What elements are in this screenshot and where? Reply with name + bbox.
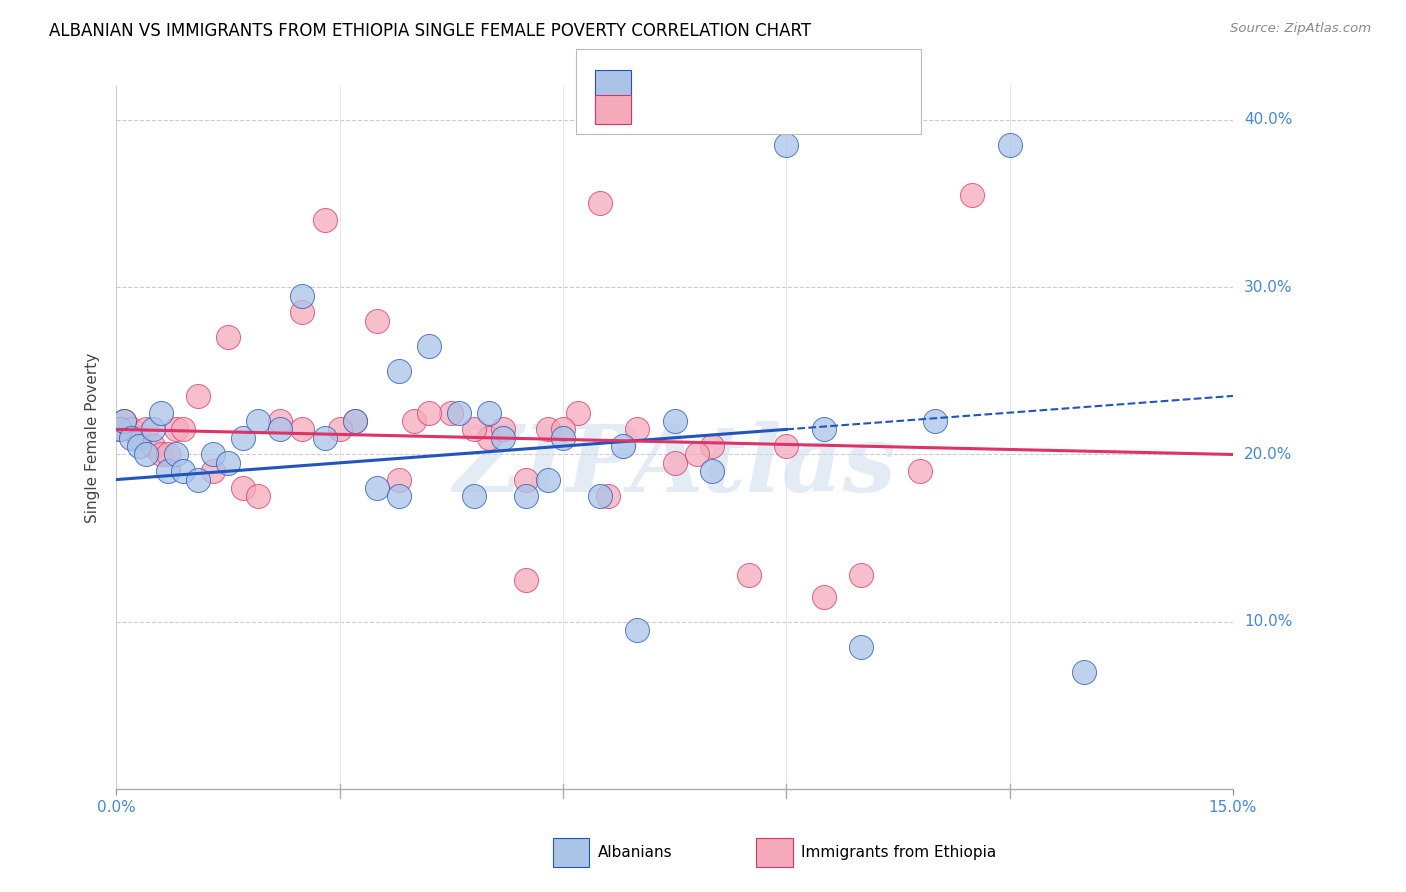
Point bbox=[440, 406, 463, 420]
Point bbox=[112, 414, 135, 428]
Point bbox=[567, 406, 589, 420]
Point bbox=[551, 422, 574, 436]
Point bbox=[849, 568, 872, 582]
Point bbox=[343, 414, 366, 428]
Point bbox=[157, 464, 180, 478]
Point bbox=[388, 489, 411, 503]
Text: 30.0%: 30.0% bbox=[1244, 280, 1292, 294]
Point bbox=[515, 473, 537, 487]
Point bbox=[775, 439, 797, 453]
Point bbox=[463, 489, 485, 503]
Point bbox=[157, 448, 180, 462]
Point bbox=[172, 464, 194, 478]
Point bbox=[366, 313, 388, 327]
Point bbox=[165, 448, 187, 462]
Point bbox=[849, 640, 872, 654]
Text: 10.0%: 10.0% bbox=[1244, 615, 1292, 630]
Point bbox=[998, 137, 1021, 152]
Point bbox=[492, 422, 515, 436]
Point bbox=[187, 473, 209, 487]
Point bbox=[492, 431, 515, 445]
Point bbox=[962, 188, 984, 202]
Point bbox=[596, 489, 619, 503]
Point bbox=[232, 481, 254, 495]
Point bbox=[187, 389, 209, 403]
Point bbox=[108, 422, 131, 436]
Point bbox=[537, 473, 560, 487]
Point bbox=[388, 473, 411, 487]
Point bbox=[515, 573, 537, 587]
Point bbox=[291, 288, 314, 302]
Point bbox=[246, 414, 269, 428]
Point bbox=[447, 406, 470, 420]
Point bbox=[120, 431, 142, 445]
Point bbox=[172, 422, 194, 436]
Point bbox=[1073, 665, 1095, 679]
Point bbox=[108, 422, 131, 436]
Point bbox=[142, 439, 165, 453]
Point bbox=[813, 590, 835, 604]
Point bbox=[165, 422, 187, 436]
Text: R = -0.027    N =  46: R = -0.027 N = 46 bbox=[640, 103, 807, 117]
Point bbox=[128, 439, 150, 453]
Point bbox=[700, 439, 723, 453]
Point bbox=[202, 448, 225, 462]
Point bbox=[232, 431, 254, 445]
Point bbox=[291, 422, 314, 436]
Text: Albanians: Albanians bbox=[598, 846, 672, 860]
Point bbox=[738, 568, 761, 582]
Point bbox=[551, 431, 574, 445]
Point bbox=[388, 364, 411, 378]
Point bbox=[664, 456, 686, 470]
Point bbox=[910, 464, 932, 478]
Point bbox=[664, 414, 686, 428]
Point bbox=[612, 439, 634, 453]
Point bbox=[537, 422, 560, 436]
Point bbox=[418, 406, 440, 420]
Point bbox=[149, 406, 172, 420]
Point bbox=[626, 623, 648, 637]
Y-axis label: Single Female Poverty: Single Female Poverty bbox=[86, 352, 100, 523]
Point bbox=[515, 489, 537, 503]
Point bbox=[343, 414, 366, 428]
Text: R =  0.086    N =  41: R = 0.086 N = 41 bbox=[640, 76, 807, 90]
Point bbox=[291, 305, 314, 319]
Point bbox=[217, 456, 239, 470]
Point bbox=[626, 422, 648, 436]
Point bbox=[477, 431, 499, 445]
Point bbox=[135, 448, 157, 462]
Point bbox=[402, 414, 425, 428]
Point bbox=[366, 481, 388, 495]
Text: 40.0%: 40.0% bbox=[1244, 112, 1292, 128]
Text: ALBANIAN VS IMMIGRANTS FROM ETHIOPIA SINGLE FEMALE POVERTY CORRELATION CHART: ALBANIAN VS IMMIGRANTS FROM ETHIOPIA SIN… bbox=[49, 22, 811, 40]
Point bbox=[314, 213, 336, 227]
Text: Source: ZipAtlas.com: Source: ZipAtlas.com bbox=[1230, 22, 1371, 36]
Point bbox=[120, 422, 142, 436]
Text: 20.0%: 20.0% bbox=[1244, 447, 1292, 462]
Point bbox=[463, 422, 485, 436]
Point bbox=[329, 422, 352, 436]
Point bbox=[589, 196, 612, 211]
Point bbox=[700, 464, 723, 478]
Point bbox=[813, 422, 835, 436]
Point bbox=[149, 448, 172, 462]
Text: Immigrants from Ethiopia: Immigrants from Ethiopia bbox=[801, 846, 997, 860]
Point bbox=[112, 414, 135, 428]
Point bbox=[269, 414, 291, 428]
Point bbox=[142, 422, 165, 436]
Point bbox=[775, 137, 797, 152]
Point bbox=[924, 414, 946, 428]
Point bbox=[246, 489, 269, 503]
Point bbox=[135, 422, 157, 436]
Point bbox=[269, 422, 291, 436]
Point bbox=[477, 406, 499, 420]
Point bbox=[217, 330, 239, 344]
Point bbox=[128, 431, 150, 445]
Point bbox=[589, 489, 612, 503]
Point bbox=[202, 464, 225, 478]
Text: ZIPAtlas: ZIPAtlas bbox=[453, 421, 896, 511]
Point bbox=[314, 431, 336, 445]
Point bbox=[686, 448, 709, 462]
Point bbox=[418, 339, 440, 353]
